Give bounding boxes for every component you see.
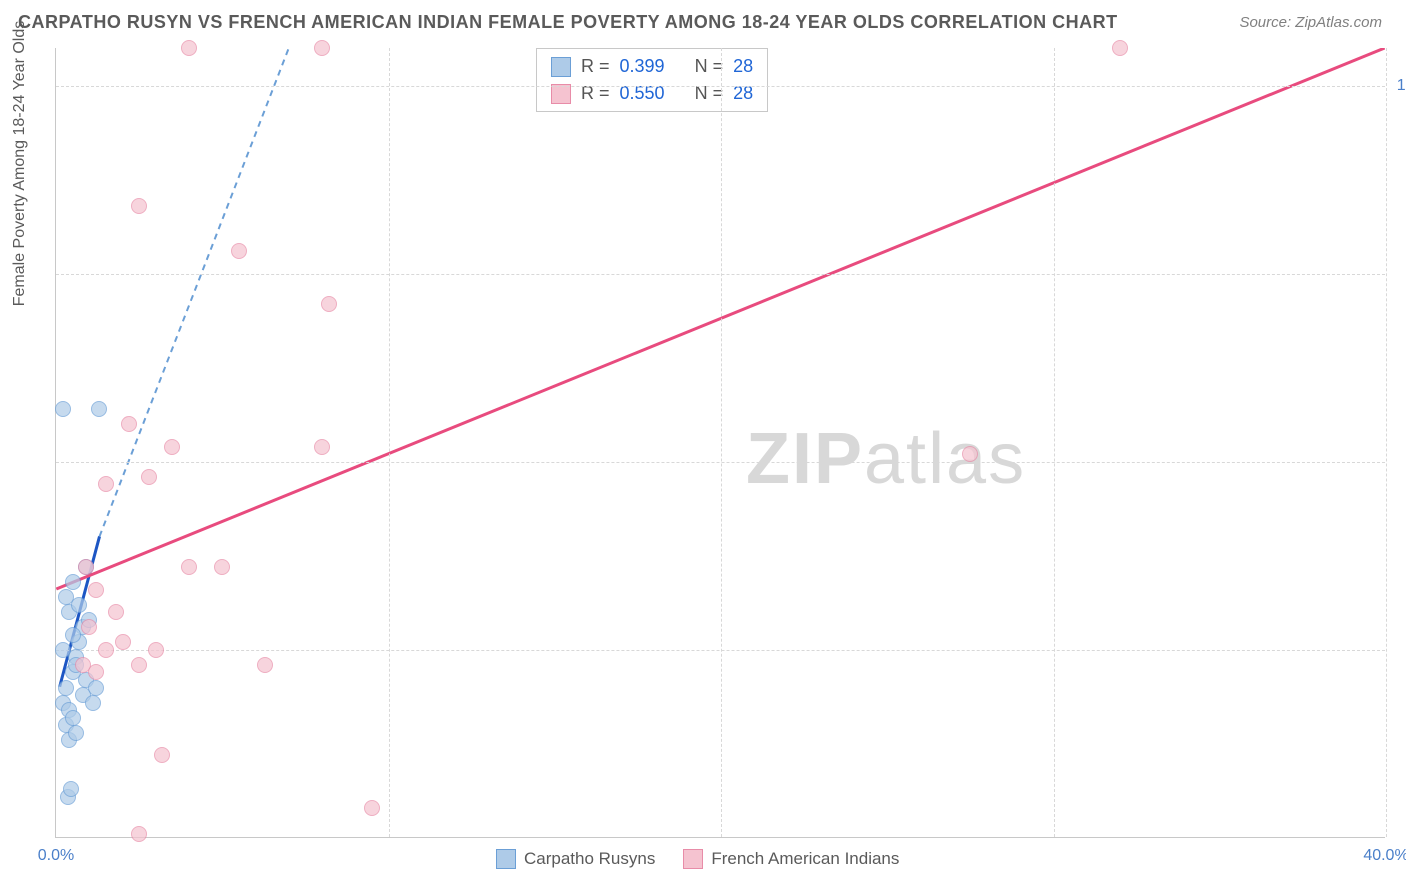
scatter-point	[141, 469, 157, 485]
stats-n-label: N =	[695, 80, 724, 107]
stats-n-value: 28	[733, 53, 753, 80]
bottom-legend: Carpatho Rusyns French American Indians	[496, 849, 899, 869]
gridline-vertical	[1386, 48, 1387, 837]
y-axis-label: Female Poverty Among 18-24 Year Olds	[11, 21, 29, 307]
stats-box: R = 0.399 N = 28 R = 0.550 N = 28	[536, 48, 768, 112]
scatter-point	[65, 627, 81, 643]
scatter-point	[314, 40, 330, 56]
scatter-point	[88, 664, 104, 680]
chart-title: CARPATHO RUSYN VS FRENCH AMERICAN INDIAN…	[18, 12, 1118, 33]
scatter-point	[364, 800, 380, 816]
scatter-point	[81, 619, 97, 635]
scatter-point	[55, 401, 71, 417]
scatter-point	[91, 401, 107, 417]
scatter-point	[181, 559, 197, 575]
scatter-point	[98, 476, 114, 492]
scatter-point	[148, 642, 164, 658]
scatter-point	[65, 710, 81, 726]
scatter-point	[314, 439, 330, 455]
scatter-point	[257, 657, 273, 673]
scatter-point	[63, 781, 79, 797]
stats-row: R = 0.550 N = 28	[551, 80, 753, 107]
x-tick-label: 0.0%	[38, 847, 74, 865]
scatter-point	[321, 296, 337, 312]
scatter-point	[131, 657, 147, 673]
scatter-point	[98, 642, 114, 658]
legend-swatch	[683, 849, 703, 869]
source-label: Source: ZipAtlas.com	[1239, 14, 1382, 31]
stats-swatch	[551, 57, 571, 77]
scatter-point	[131, 198, 147, 214]
scatter-point	[962, 446, 978, 462]
scatter-point	[231, 243, 247, 259]
scatter-point	[55, 642, 71, 658]
scatter-point	[214, 559, 230, 575]
stats-row: R = 0.399 N = 28	[551, 53, 753, 80]
legend-label: French American Indians	[711, 849, 899, 869]
y-tick-label: 100.0%	[1397, 77, 1406, 95]
scatter-point	[154, 747, 170, 763]
stats-r-value: 0.399	[620, 53, 665, 80]
stats-r-label: R =	[581, 53, 610, 80]
watermark-bold: ZIP	[746, 419, 864, 499]
scatter-point	[68, 725, 84, 741]
legend-item: Carpatho Rusyns	[496, 849, 655, 869]
x-tick-label: 40.0%	[1363, 847, 1406, 865]
stats-n-label: N =	[695, 53, 724, 80]
scatter-point	[88, 680, 104, 696]
scatter-point	[131, 826, 147, 842]
scatter-point	[164, 439, 180, 455]
scatter-point	[1112, 40, 1128, 56]
stats-r-value: 0.550	[620, 80, 665, 107]
scatter-point	[88, 582, 104, 598]
scatter-point	[71, 597, 87, 613]
stats-n-value: 28	[733, 80, 753, 107]
trend-line-dashed	[100, 48, 289, 536]
legend-swatch	[496, 849, 516, 869]
watermark-light: atlas	[864, 419, 1026, 499]
scatter-point	[115, 634, 131, 650]
scatter-point	[58, 680, 74, 696]
legend-label: Carpatho Rusyns	[524, 849, 655, 869]
scatter-point	[85, 695, 101, 711]
gridline-vertical	[389, 48, 390, 837]
scatter-point	[121, 416, 137, 432]
stats-r-label: R =	[581, 80, 610, 107]
legend-item: French American Indians	[683, 849, 899, 869]
chart-plot-area: ZIPatlas R = 0.399N = 28R = 0.550N = 28 …	[55, 48, 1385, 838]
watermark: ZIPatlas	[746, 418, 1026, 500]
scatter-point	[108, 604, 124, 620]
gridline-vertical	[1054, 48, 1055, 837]
scatter-point	[65, 574, 81, 590]
scatter-point	[78, 559, 94, 575]
gridline-vertical	[721, 48, 722, 837]
scatter-point	[181, 40, 197, 56]
